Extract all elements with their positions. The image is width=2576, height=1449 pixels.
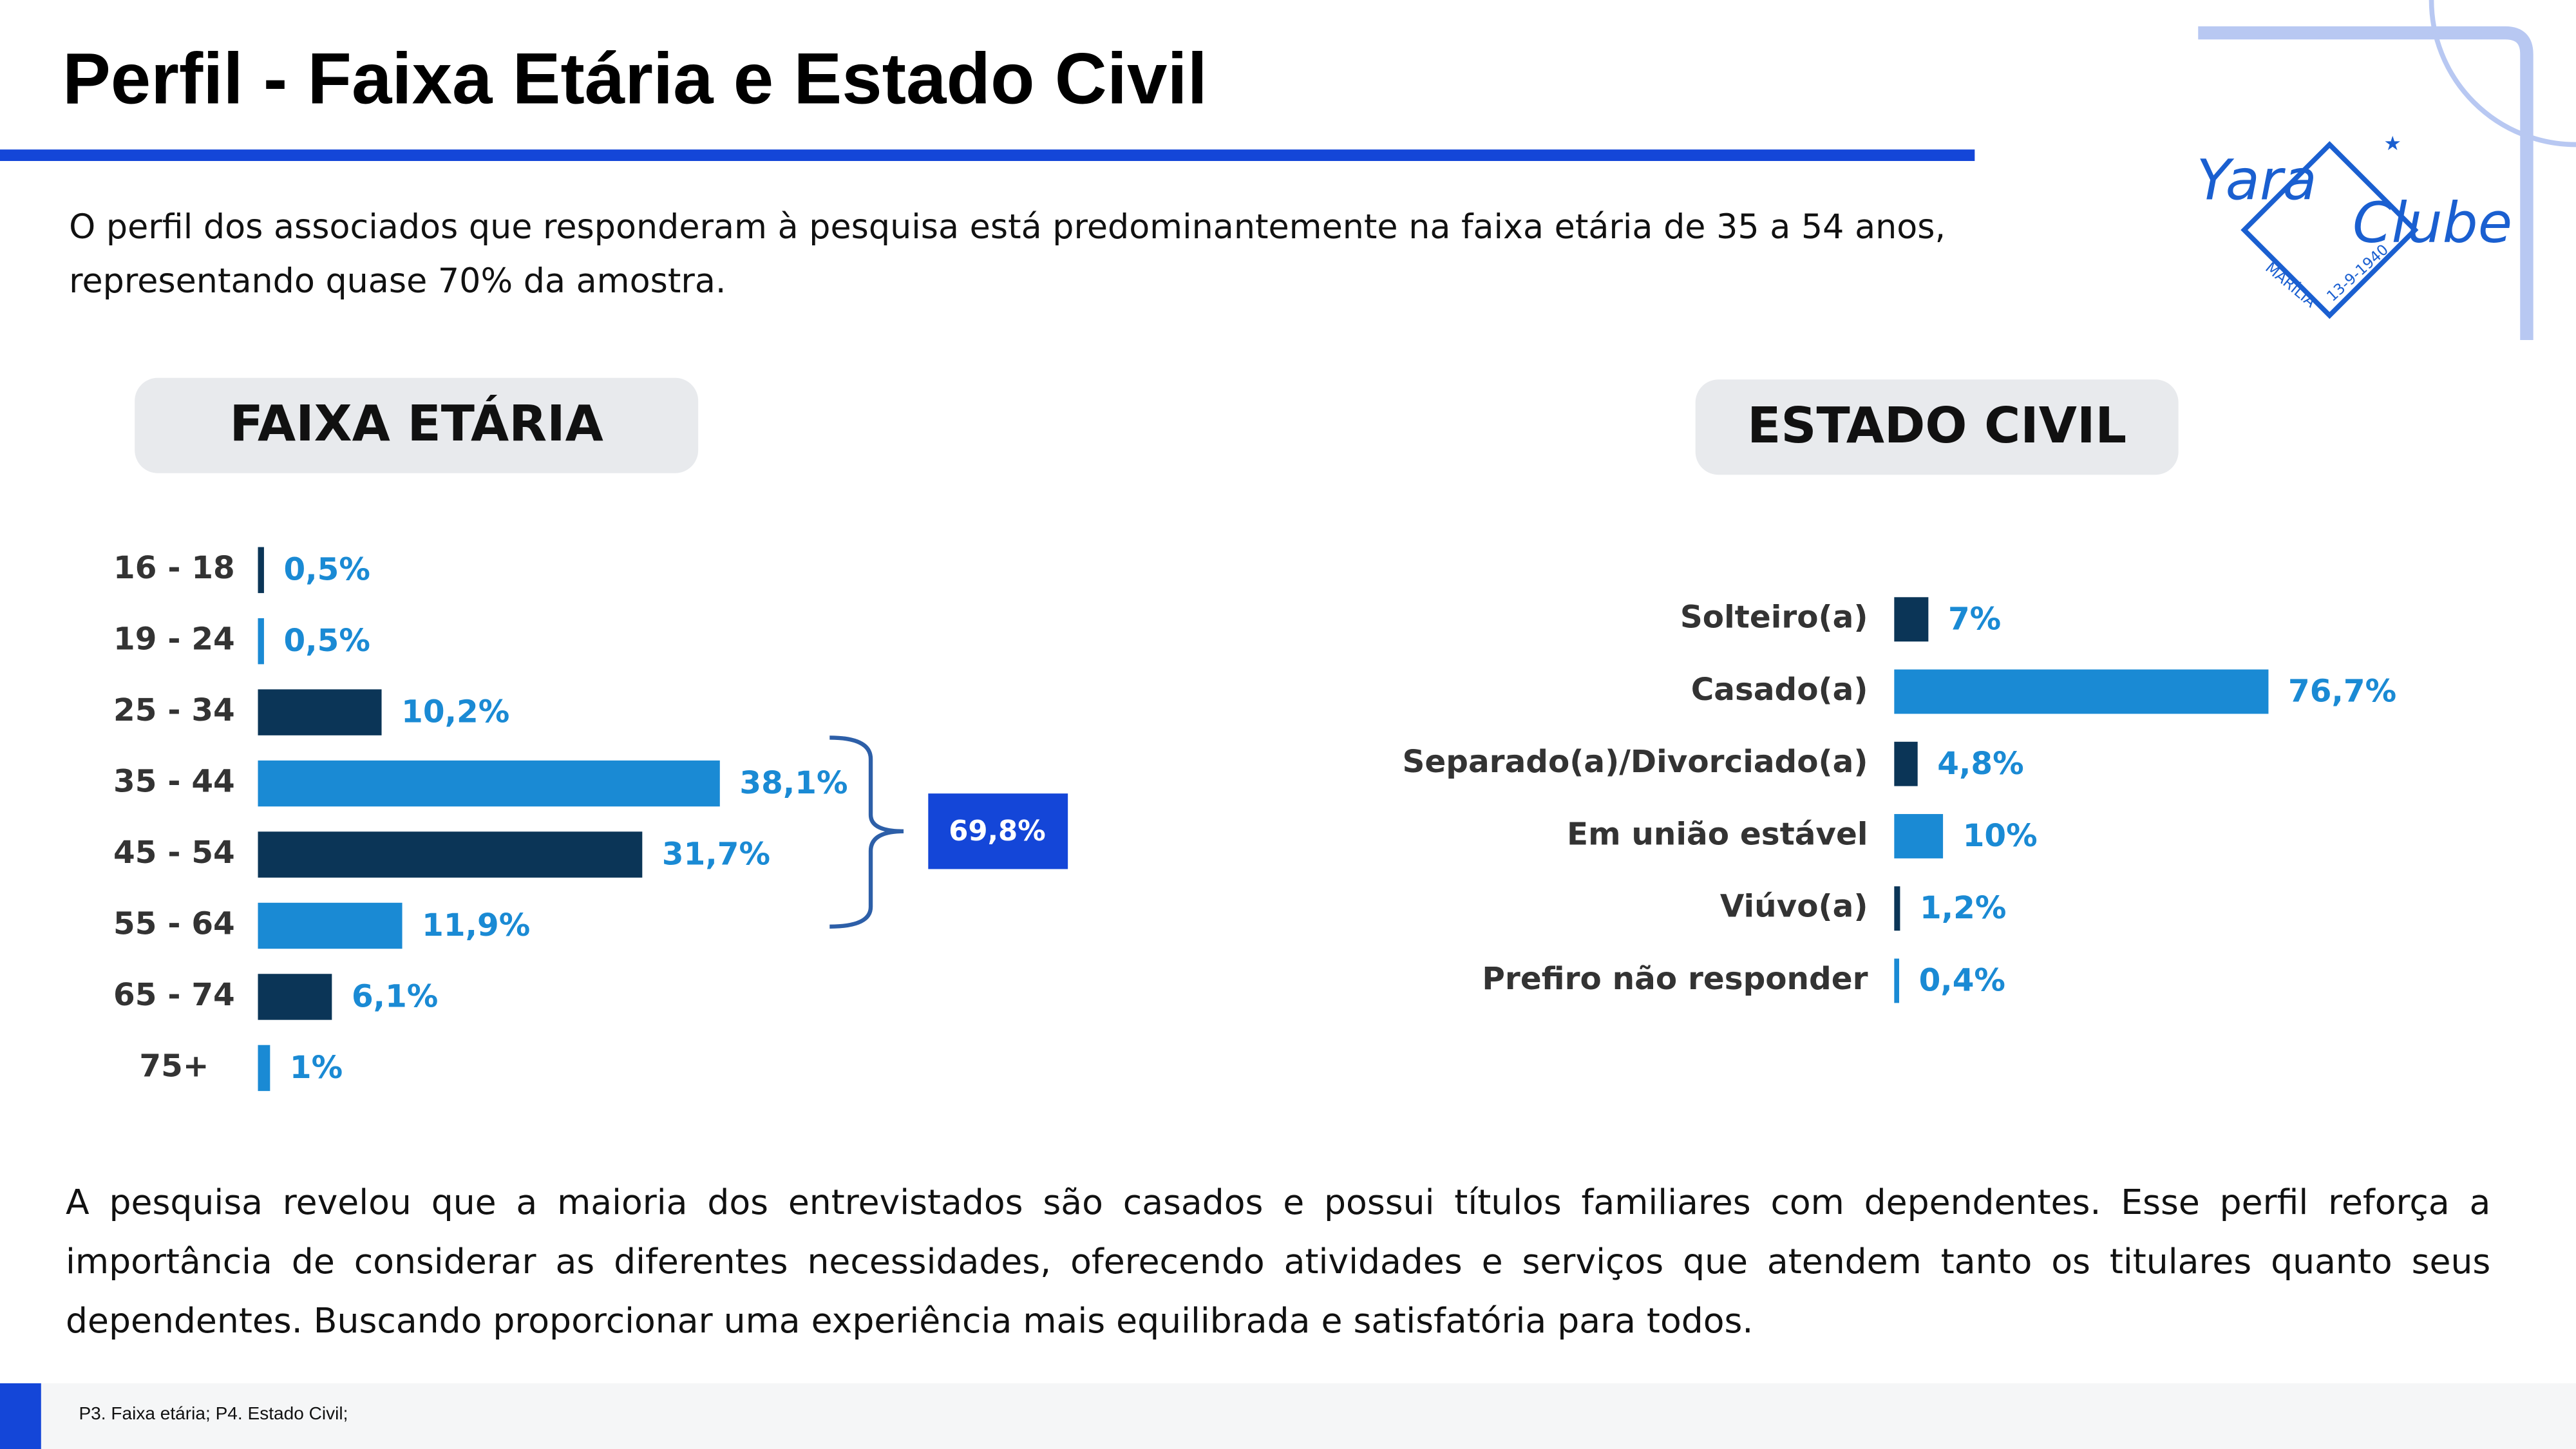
- intro-text: O perfil dos associados que responderam …: [69, 207, 1946, 301]
- bar: [258, 760, 720, 807]
- bar: [258, 902, 402, 949]
- value-label: 0,4%: [1919, 963, 2005, 999]
- value-label: 10,2%: [401, 694, 509, 730]
- category-label: Viúvo(a): [1720, 889, 1868, 925]
- category-label: 35 - 44: [113, 764, 235, 800]
- value-label: 10%: [1963, 818, 2038, 854]
- category-label: 65 - 74: [113, 977, 235, 1013]
- chart-title-box: [135, 377, 699, 473]
- category-label: 19 - 24: [113, 621, 235, 658]
- conclusion-text: A pesquisa revelou que a maioria dos ent…: [66, 1182, 2491, 1341]
- corner-circle: [2429, 0, 2576, 147]
- bar: [258, 974, 332, 1020]
- bar: [258, 689, 382, 735]
- bar: [1894, 597, 1929, 642]
- title-rule: [0, 149, 1975, 161]
- logo: ★ Yara Clube MARÍLIA 13-9-1940: [2197, 133, 2512, 319]
- value-label: 1,2%: [1920, 890, 2006, 926]
- annotation-box: [928, 793, 1068, 869]
- chart-title: FAIXA ETÁRIA: [229, 395, 603, 453]
- value-label: 6,1%: [352, 979, 438, 1015]
- value-label: 0,5%: [284, 552, 370, 588]
- footer-band: [0, 1383, 2576, 1449]
- logo-city: MARÍLIA: [2262, 258, 2320, 311]
- value-label: 76,7%: [2288, 674, 2396, 710]
- footer-accent: [0, 1383, 41, 1449]
- bar: [1894, 886, 1900, 931]
- value-label: 4,8%: [1937, 746, 2023, 782]
- bar: [1894, 814, 1944, 858]
- chart-title: ESTADO CIVIL: [1747, 397, 2126, 455]
- value-label: 1%: [290, 1050, 343, 1086]
- annotation: 69,8%: [949, 815, 1045, 848]
- source-note: P3. Faixa etária; P4. Estado Civil;: [79, 1405, 348, 1425]
- bar: [1894, 669, 2269, 714]
- page-title: Perfil - Faixa Etária e Estado Civil: [62, 39, 1208, 120]
- chart-title-box: [1695, 379, 2179, 475]
- category-label: 25 - 34: [113, 692, 235, 728]
- category-label: 55 - 64: [113, 905, 235, 942]
- bar: [1894, 958, 1899, 1003]
- bracket: [829, 735, 904, 929]
- corner-deco: [2198, 26, 2533, 341]
- bar: [258, 547, 264, 593]
- value-label: 11,9%: [422, 907, 530, 943]
- category-label: Separado(a)/Divorciado(a): [1403, 744, 1868, 780]
- logo-diamond: [2240, 141, 2419, 319]
- category-label: Prefiro não responder: [1482, 961, 1868, 997]
- value-label: 0,5%: [284, 623, 370, 659]
- category-label: 16 - 18: [113, 550, 235, 586]
- bar: [258, 618, 264, 665]
- category-label: 45 - 54: [113, 835, 235, 871]
- category-label: Casado(a): [1691, 672, 1868, 708]
- logo-name-2: Clube: [2353, 191, 2512, 256]
- category-label: Em união estável: [1567, 816, 1868, 852]
- logo-name-1: Yara: [2197, 148, 2317, 213]
- bar: [258, 1045, 270, 1092]
- bar: [1894, 741, 1918, 786]
- value-label: 7%: [1948, 601, 2001, 637]
- value-label: 31,7%: [662, 837, 770, 873]
- logo-star: ★: [2384, 133, 2401, 155]
- bar: [258, 831, 643, 878]
- value-label: 38,1%: [739, 765, 848, 801]
- category-label: Solteiro(a): [1680, 600, 1868, 636]
- category-label: 75+: [139, 1048, 209, 1084]
